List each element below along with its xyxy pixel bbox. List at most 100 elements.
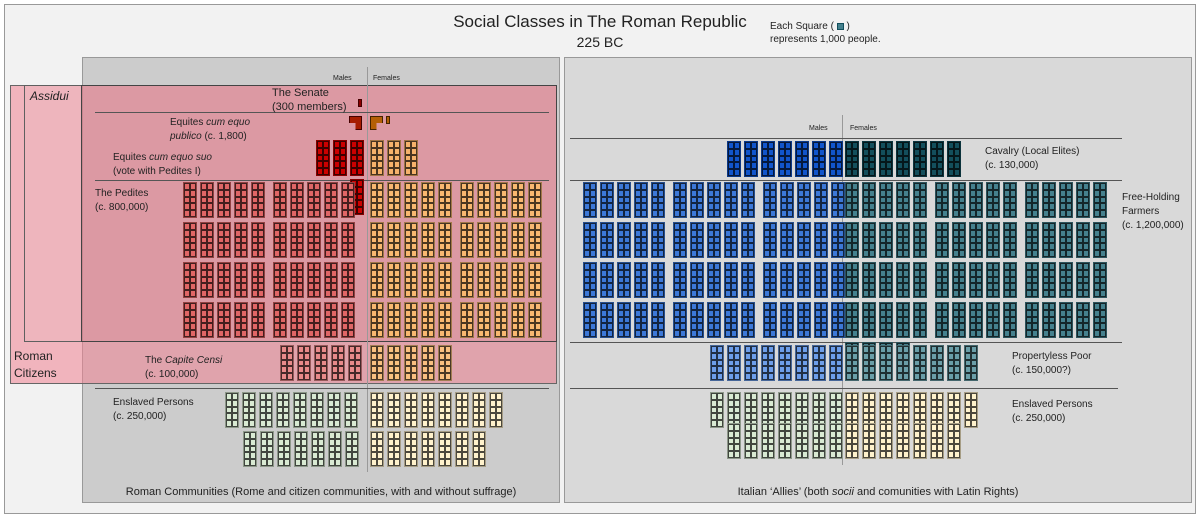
population-block — [583, 182, 597, 218]
population-block — [217, 182, 231, 218]
population-block — [297, 345, 311, 381]
propertyless-female-blocks — [845, 345, 1005, 381]
square-icon — [836, 22, 844, 30]
population-block — [328, 431, 342, 467]
population-block — [1003, 182, 1017, 218]
population-block — [1025, 182, 1039, 218]
population-block — [333, 140, 347, 176]
population-block — [896, 345, 910, 381]
population-block — [862, 345, 876, 381]
population-block — [528, 302, 542, 338]
population-block — [935, 182, 949, 218]
population-block — [1042, 222, 1056, 258]
population-block — [1059, 302, 1073, 338]
text: Equites — [113, 152, 150, 163]
enslaved-male-blocks — [243, 431, 367, 467]
population-block — [930, 423, 944, 459]
females-label: Females — [373, 75, 400, 82]
population-block — [913, 423, 927, 459]
citizens-label: Roman Citizens — [14, 348, 57, 382]
population-block — [600, 182, 614, 218]
population-block — [1093, 262, 1107, 298]
population-block — [404, 302, 418, 338]
females-label: Females — [850, 125, 877, 132]
population-block — [707, 222, 721, 258]
population-block — [795, 141, 809, 177]
population-block — [472, 431, 486, 467]
population-block — [952, 222, 966, 258]
population-block — [845, 222, 859, 258]
population-block — [477, 262, 491, 298]
population-block — [273, 262, 287, 298]
population-block — [276, 392, 290, 428]
population-block — [438, 182, 452, 218]
population-block — [952, 262, 966, 298]
population-block — [1093, 302, 1107, 338]
population-block — [370, 431, 384, 467]
population-block — [812, 141, 826, 177]
population-block — [879, 182, 893, 218]
population-block — [494, 302, 508, 338]
population-block — [896, 423, 910, 459]
population-block — [986, 222, 1000, 258]
senate-label: The Senate (300 members) — [272, 86, 347, 114]
population-block — [387, 345, 401, 381]
equites-publico-label: Equites cum equo publico (c. 1,800) — [170, 116, 250, 144]
population-block — [896, 141, 910, 177]
text: Italian ‘Allies’ (both — [737, 486, 832, 498]
population-block — [290, 182, 304, 218]
population-block — [460, 222, 474, 258]
population-block — [273, 182, 287, 218]
population-block — [455, 392, 469, 428]
population-block — [780, 182, 794, 218]
population-block — [251, 182, 265, 218]
population-block — [634, 302, 648, 338]
population-block — [370, 392, 384, 428]
enslaved-female-blocks — [845, 423, 988, 459]
text: Free-Holding — [1122, 192, 1180, 203]
population-block — [345, 431, 359, 467]
population-block — [217, 302, 231, 338]
population-block — [324, 222, 338, 258]
population-block — [617, 262, 631, 298]
population-block — [829, 141, 843, 177]
population-block — [290, 222, 304, 258]
population-block — [259, 392, 273, 428]
population-block — [387, 431, 401, 467]
text: Propertyless Poor — [1012, 351, 1092, 362]
population-block — [370, 222, 384, 258]
population-block — [290, 262, 304, 298]
population-block — [494, 182, 508, 218]
population-block — [814, 182, 828, 218]
population-block — [387, 392, 401, 428]
population-block — [183, 302, 197, 338]
assidui-strip — [24, 85, 82, 342]
chart-title: Social Classes in The Roman Republic — [453, 12, 747, 31]
population-block — [617, 302, 631, 338]
population-block — [234, 182, 248, 218]
population-block — [225, 392, 239, 428]
population-block — [845, 423, 859, 459]
population-block — [341, 302, 355, 338]
enslaved-label: Enslaved Persons (c. 250,000) — [1012, 398, 1093, 426]
population-block — [727, 423, 741, 459]
assidui-label: Assidui — [30, 89, 69, 103]
population-block — [947, 141, 961, 177]
population-block — [477, 222, 491, 258]
population-block — [234, 302, 248, 338]
population-block — [273, 302, 287, 338]
population-block — [862, 222, 876, 258]
population-block — [324, 262, 338, 298]
population-block — [673, 182, 687, 218]
text: Cavalry (Local Elites) — [985, 146, 1080, 157]
population-block — [200, 182, 214, 218]
population-block — [1025, 262, 1039, 298]
free-holding-female-blocks — [845, 182, 1125, 378]
population-block — [845, 302, 859, 338]
text: Roman — [14, 349, 53, 363]
senate-square — [358, 99, 362, 107]
population-block — [812, 423, 826, 459]
enslaved-male-blocks — [225, 392, 365, 428]
population-block — [404, 222, 418, 258]
population-block — [879, 302, 893, 338]
